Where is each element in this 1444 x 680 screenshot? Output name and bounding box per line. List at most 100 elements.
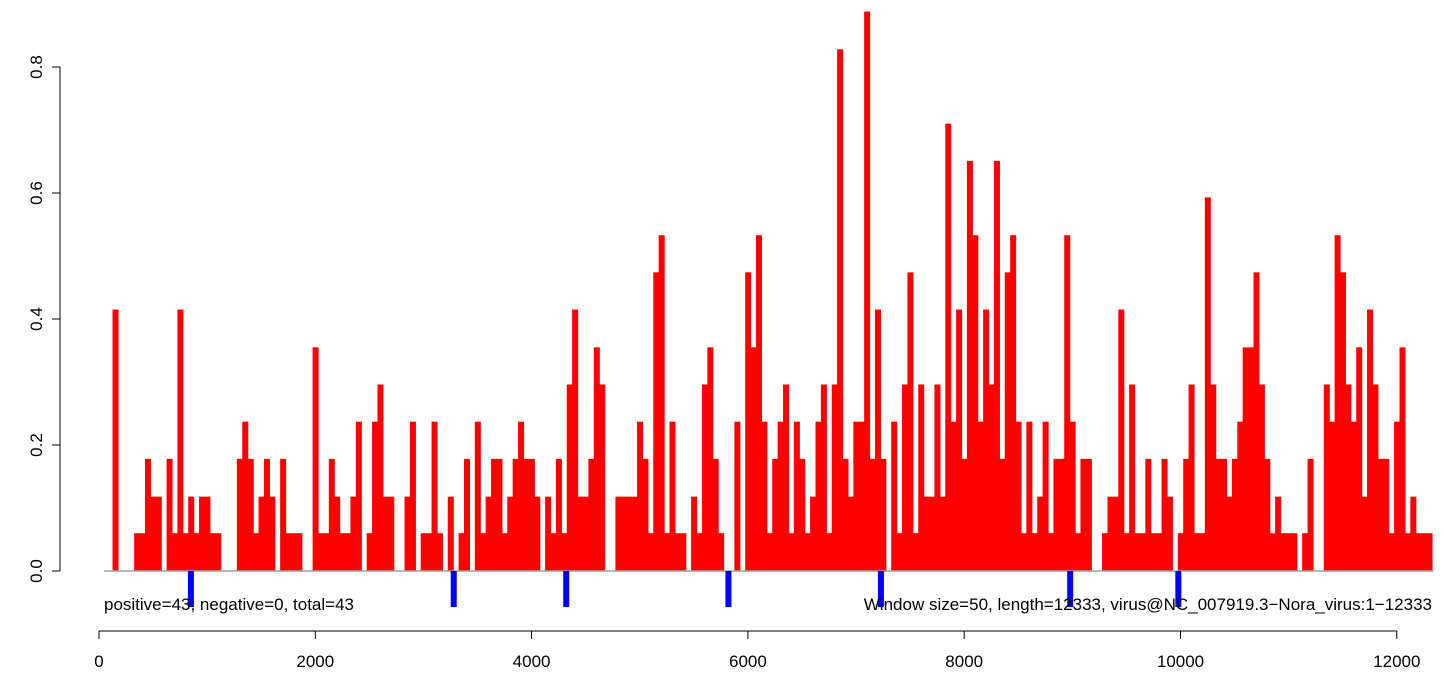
- marker-3: [725, 571, 732, 607]
- x-tick-label-2: 4000: [513, 652, 551, 671]
- bar-31: [334, 496, 341, 571]
- marker-5: [1067, 571, 1074, 607]
- bar-178: [1226, 496, 1233, 571]
- bar-26: [296, 533, 303, 571]
- bar-27: [312, 347, 319, 571]
- annotation-right: Window size=50, length=12333, virus@NC_0…: [864, 595, 1432, 614]
- markers-layer: [187, 571, 1182, 607]
- bar-189: [1285, 533, 1292, 571]
- bar-183: [1253, 272, 1260, 571]
- bar-118: [880, 458, 887, 571]
- bar-163: [1139, 533, 1146, 571]
- bar-207: [1399, 347, 1406, 571]
- bar-70: [588, 458, 595, 571]
- bar-170: [1183, 458, 1190, 571]
- bar-119: [891, 421, 898, 571]
- marker-0: [187, 571, 194, 607]
- bar-47: [447, 496, 454, 571]
- bar-159: [1118, 309, 1125, 571]
- bar-134: [972, 235, 979, 571]
- bar-11: [193, 533, 200, 571]
- bar-169: [1177, 533, 1184, 571]
- bar-174: [1204, 197, 1211, 571]
- bar-18: [247, 458, 254, 571]
- bar-107: [820, 384, 827, 571]
- bar-90: [712, 458, 719, 571]
- bar-93: [745, 272, 752, 571]
- bar-113: [853, 421, 860, 571]
- bar-17: [242, 421, 249, 571]
- bar-179: [1231, 458, 1238, 571]
- bar-46: [436, 533, 443, 571]
- bar-10: [188, 496, 195, 571]
- bar-184: [1258, 384, 1265, 571]
- bar-8: [177, 309, 184, 571]
- y-axis: 0.0 0.2 0.4 0.6 0.8: [27, 55, 61, 583]
- bar-63: [550, 533, 557, 571]
- bar-101: [788, 533, 795, 571]
- bar-157: [1107, 496, 1114, 571]
- bar-102: [793, 421, 800, 571]
- bar-168: [1166, 496, 1173, 571]
- bar-153: [1075, 533, 1082, 571]
- bar-115: [864, 11, 871, 572]
- bar-176: [1215, 458, 1222, 571]
- bar-204: [1383, 458, 1390, 571]
- bar-45: [431, 421, 438, 571]
- bar-41: [404, 496, 411, 571]
- bar-202: [1372, 384, 1379, 571]
- bar-212: [1426, 533, 1433, 571]
- bar-147: [1042, 421, 1049, 571]
- bar-30: [328, 458, 335, 571]
- bar-199: [1356, 347, 1363, 571]
- bar-108: [826, 533, 833, 571]
- x-tick-label-5: 10000: [1157, 652, 1204, 671]
- marker-6: [1175, 571, 1182, 607]
- bar-33: [345, 533, 352, 571]
- bar-86: [691, 496, 698, 571]
- bar-112: [847, 496, 854, 571]
- bar-198: [1350, 421, 1357, 571]
- bar-152: [1069, 421, 1076, 571]
- bar-19: [253, 533, 260, 571]
- bar-177: [1221, 458, 1228, 571]
- bar-97: [766, 533, 773, 571]
- x-tick-label-0: 0: [94, 652, 103, 671]
- bar-48: [458, 533, 465, 571]
- bar-165: [1150, 533, 1157, 571]
- bar-69: [582, 496, 589, 571]
- bar-15: [215, 533, 222, 571]
- y-tick-label-3: 0.6: [27, 181, 46, 205]
- bar-180: [1237, 421, 1244, 571]
- bar-52: [485, 496, 492, 571]
- bar-43: [420, 533, 427, 571]
- bar-142: [1015, 421, 1022, 571]
- x-tick-label-4: 8000: [945, 652, 983, 671]
- bar-42: [409, 421, 416, 571]
- bar-39: [382, 496, 389, 571]
- bar-40: [388, 496, 395, 571]
- bar-181: [1242, 347, 1249, 571]
- bar-56: [507, 496, 514, 571]
- bar-88: [701, 384, 708, 571]
- bar-65: [561, 533, 568, 571]
- bar-37: [372, 421, 379, 571]
- bar-185: [1264, 458, 1271, 571]
- bar-158: [1112, 496, 1119, 571]
- bar-95: [756, 235, 763, 571]
- bar-29: [323, 533, 330, 571]
- bar-78: [642, 458, 649, 571]
- bar-36: [366, 533, 373, 571]
- bar-196: [1340, 272, 1347, 571]
- x-tick-label-6: 12000: [1373, 652, 1420, 671]
- bar-161: [1129, 384, 1136, 571]
- bar-109: [831, 384, 838, 571]
- bar-80: [653, 272, 660, 571]
- marker-1: [450, 571, 457, 607]
- bar-60: [528, 458, 535, 571]
- bar-24: [285, 533, 292, 571]
- bar-25: [290, 533, 297, 571]
- bar-0: [112, 309, 119, 571]
- bar-160: [1123, 533, 1130, 571]
- bar-32: [339, 533, 346, 571]
